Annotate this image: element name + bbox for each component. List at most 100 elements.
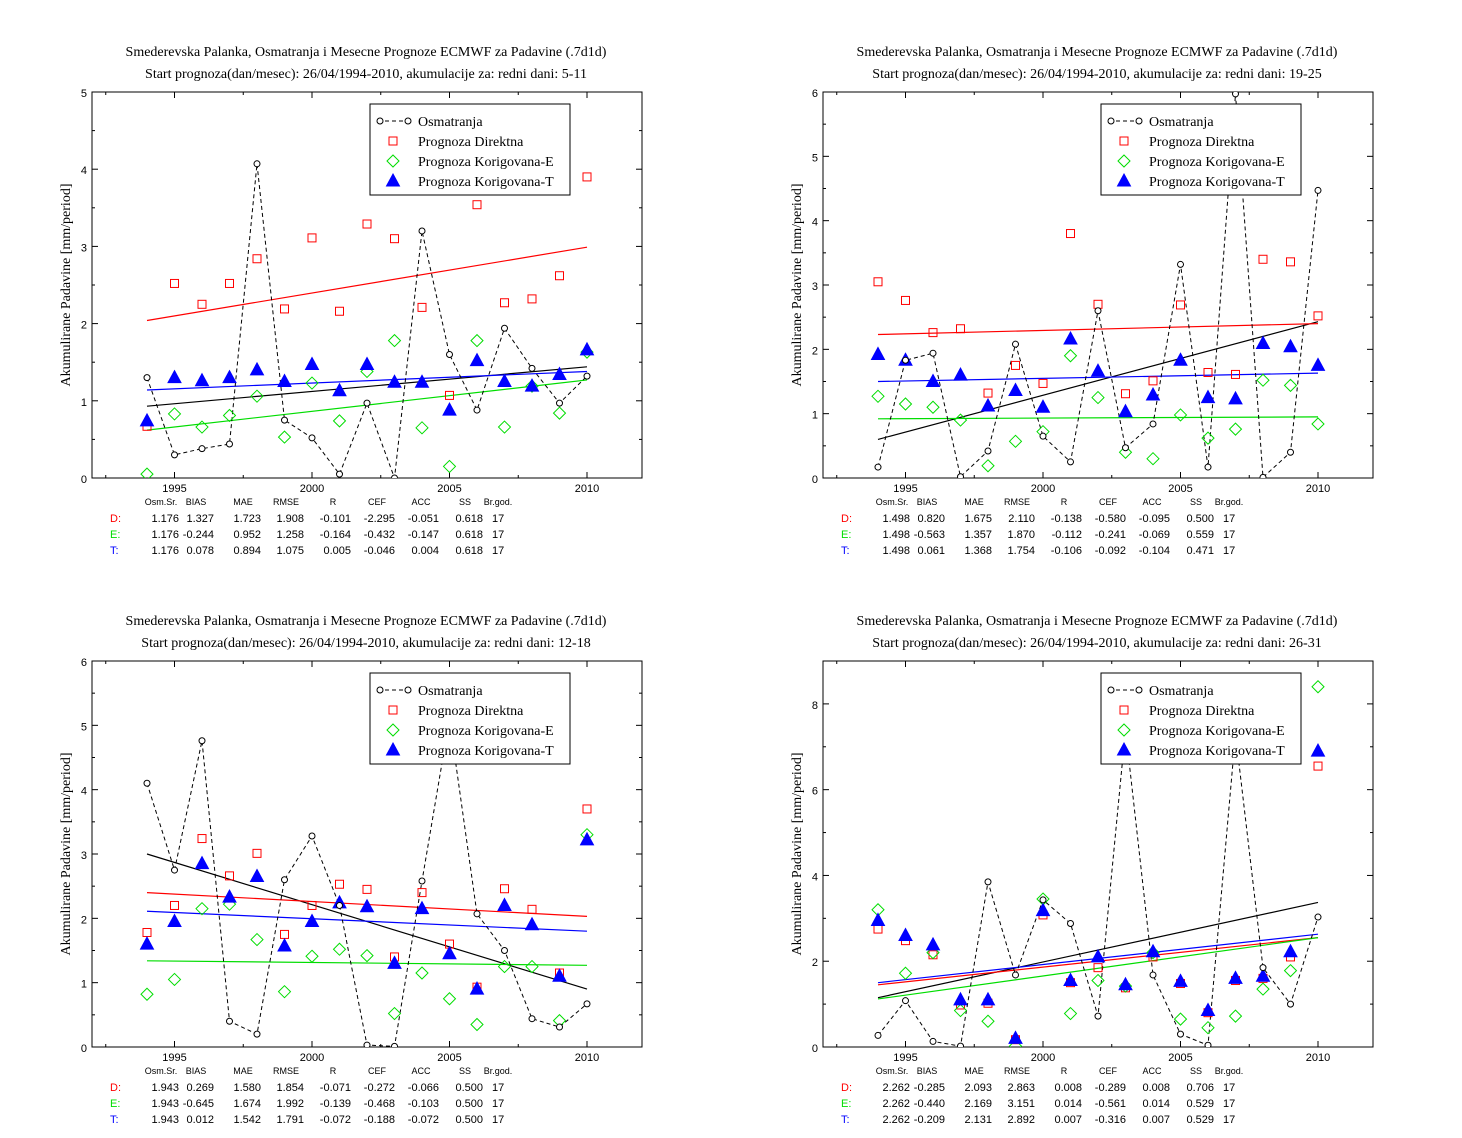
stats-header: ACC bbox=[411, 1066, 431, 1076]
data-point bbox=[387, 374, 402, 388]
data-point bbox=[225, 871, 234, 881]
y-tick-label: 2 bbox=[81, 914, 87, 926]
data-point bbox=[472, 200, 482, 210]
data-point bbox=[197, 299, 207, 309]
data-point bbox=[1255, 335, 1271, 350]
stats-cell: 0.706 bbox=[1186, 1082, 1214, 1094]
x-tick-label: 2005 bbox=[1168, 1052, 1192, 1064]
stats-header: Br.god. bbox=[1215, 497, 1244, 507]
stats-cell: -0.244 bbox=[183, 529, 214, 541]
data-point bbox=[1145, 943, 1161, 958]
data-point bbox=[525, 379, 539, 393]
stats-cell: -0.316 bbox=[1095, 1114, 1126, 1126]
data-point bbox=[500, 884, 509, 894]
y-axis-label: Akumulirane Padavine [mm/period] bbox=[790, 184, 805, 387]
data-point bbox=[359, 356, 375, 371]
stats-cell: -0.563 bbox=[914, 529, 945, 541]
data-point bbox=[280, 304, 289, 314]
plot-area bbox=[870, 680, 1326, 1047]
stats-header: MAE bbox=[964, 1066, 984, 1076]
data-point bbox=[442, 992, 457, 1006]
data-point bbox=[1258, 254, 1268, 264]
data-point bbox=[442, 945, 457, 960]
stats-cell: 2.262 bbox=[882, 1082, 910, 1094]
data-point bbox=[194, 855, 210, 870]
data-point bbox=[928, 328, 938, 338]
data-point bbox=[1283, 378, 1298, 393]
data-point bbox=[524, 378, 540, 392]
data-point bbox=[473, 910, 481, 918]
data-point bbox=[1094, 307, 1102, 315]
stats-cell: -0.147 bbox=[408, 529, 439, 541]
data-point bbox=[307, 900, 317, 910]
data-point bbox=[1173, 1012, 1188, 1026]
x-tick-label: 2000 bbox=[300, 1052, 324, 1064]
stats-cell: 2.262 bbox=[882, 1114, 910, 1126]
data-point bbox=[170, 278, 179, 288]
x-tick-label: 2000 bbox=[1031, 1052, 1055, 1064]
data-point bbox=[1035, 399, 1051, 413]
y-tick-label: 0 bbox=[81, 474, 87, 486]
data-point bbox=[984, 447, 992, 455]
data-point bbox=[1310, 743, 1326, 757]
data-point bbox=[1063, 1006, 1078, 1021]
stats-cell: 0.529 bbox=[1186, 1114, 1214, 1126]
data-point bbox=[1283, 963, 1298, 978]
chart-svg: Smederevska Palanka, Osmatranja i Mesecn… bbox=[790, 614, 1374, 1126]
stats-cell: 1.498 bbox=[882, 545, 910, 557]
trend-line bbox=[877, 321, 1319, 440]
x-tick-label: 1995 bbox=[893, 483, 917, 495]
stats-header: BIAS bbox=[917, 497, 938, 507]
data-point bbox=[281, 876, 288, 884]
stats-cell: -0.164 bbox=[320, 529, 351, 541]
trend-line bbox=[877, 416, 1319, 420]
stats-cell: -0.072 bbox=[320, 1114, 351, 1126]
data-point bbox=[304, 356, 320, 371]
stats-cell: 17 bbox=[1223, 529, 1235, 541]
stats-row-label: T: bbox=[110, 545, 119, 557]
stats-cell: -0.289 bbox=[1095, 1082, 1126, 1094]
y-tick-label: 6 bbox=[812, 88, 818, 100]
data-point bbox=[1259, 964, 1267, 972]
stats-cell: -0.209 bbox=[914, 1114, 945, 1126]
data-point bbox=[225, 278, 234, 288]
x-tick-label: 2000 bbox=[1031, 483, 1055, 495]
legend-label: Prognoza Direktna bbox=[418, 135, 524, 150]
stats-cell: 17 bbox=[1223, 513, 1235, 525]
data-point bbox=[250, 389, 264, 403]
stats-cell: -0.112 bbox=[1052, 529, 1082, 541]
data-point bbox=[983, 388, 993, 398]
data-point bbox=[198, 445, 206, 453]
stats-cell: 1.992 bbox=[276, 1098, 304, 1110]
data-point bbox=[1286, 257, 1295, 267]
legend-marker bbox=[404, 117, 412, 125]
data-point bbox=[1148, 376, 1158, 386]
stats-row-label: E: bbox=[110, 1098, 120, 1110]
stats-cell: -0.071 bbox=[320, 1082, 351, 1094]
y-tick-label: 1 bbox=[812, 410, 818, 422]
chart-subtitle: Start prognoza(dan/mesec): 26/04/1994-20… bbox=[141, 636, 590, 651]
stats-header: R bbox=[1061, 497, 1068, 507]
y-tick-label: 5 bbox=[81, 88, 87, 100]
y-tick-label: 2 bbox=[81, 320, 87, 332]
legend-marker bbox=[1135, 686, 1143, 694]
data-point bbox=[387, 955, 402, 969]
legend-marker bbox=[376, 686, 384, 694]
x-tick-label: 1995 bbox=[162, 1052, 186, 1064]
stats-cell: 0.061 bbox=[917, 545, 945, 557]
data-point bbox=[140, 467, 154, 478]
data-point bbox=[140, 987, 154, 1001]
legend-label: Osmatranja bbox=[1149, 115, 1214, 130]
stats-header: R bbox=[1061, 1066, 1068, 1076]
stats-cell: 2.892 bbox=[1007, 1114, 1035, 1126]
x-tick-label: 2010 bbox=[575, 1052, 599, 1064]
data-point bbox=[139, 936, 155, 950]
data-point bbox=[870, 912, 886, 926]
y-tick-label: 5 bbox=[812, 152, 818, 164]
data-point bbox=[305, 949, 319, 963]
legend-marker bbox=[404, 686, 412, 694]
y-tick-label: 8 bbox=[812, 700, 818, 712]
stats-header: BIAS bbox=[186, 497, 207, 507]
stats-cell: 0.471 bbox=[1186, 545, 1214, 557]
data-point bbox=[195, 420, 209, 434]
